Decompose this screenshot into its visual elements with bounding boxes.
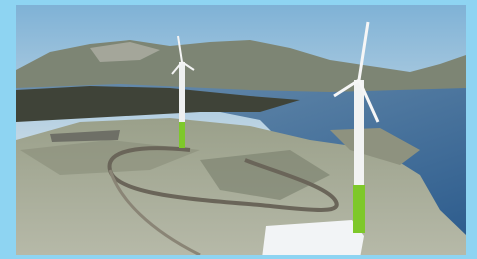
photo bbox=[16, 5, 466, 258]
page bbox=[0, 0, 477, 259]
turbine-base bbox=[353, 185, 365, 233]
building bbox=[262, 220, 364, 258]
turbine-tower bbox=[354, 80, 364, 185]
scene bbox=[0, 0, 477, 259]
turbine-tower bbox=[179, 62, 185, 122]
turbine-base bbox=[179, 122, 185, 148]
